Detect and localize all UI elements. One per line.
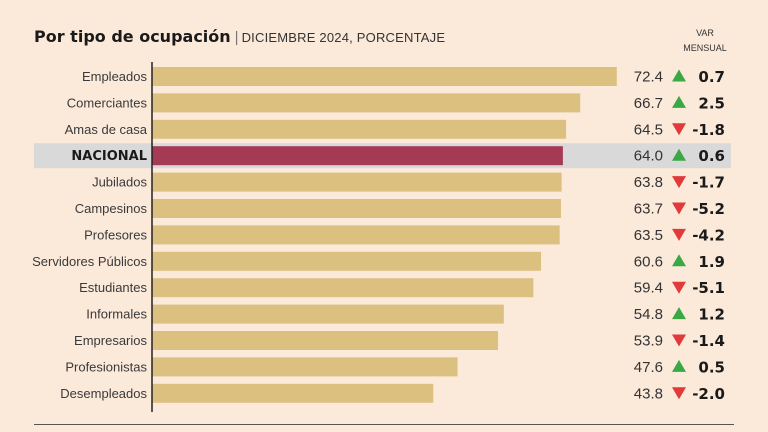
- triangle-up-icon-informales: [672, 307, 686, 320]
- category-label-estudiantes: Estudiantes: [79, 280, 147, 295]
- category-label-empleados: Empleados: [82, 69, 148, 84]
- var-header-line1: VAR: [696, 28, 714, 38]
- value-label-empresarios: 53.9: [634, 333, 663, 350]
- change-label-comerciantes: 2.5: [698, 94, 725, 112]
- change-label-estudiantes: -5.1: [692, 279, 725, 297]
- value-label-estudiantes: 59.4: [634, 280, 663, 297]
- bar-amas-de-casa: [152, 119, 567, 139]
- category-label-comerciantes: Comerciantes: [67, 95, 148, 110]
- bar-profesionistas: [152, 357, 458, 377]
- value-label-comerciantes: 66.7: [634, 95, 663, 112]
- triangle-up-icon-nacional: [672, 148, 686, 161]
- category-label-profesores: Profesores: [84, 227, 147, 242]
- change-label-empleados: 0.7: [698, 68, 725, 86]
- triangle-down-icon-profesores: [672, 228, 686, 241]
- triangle-up-icon-servidores-publicos: [672, 254, 686, 267]
- bar-profesores: [152, 225, 560, 245]
- category-label-servidores-publicos: Servidores Públicos: [32, 254, 147, 269]
- value-label-campesinos: 63.7: [634, 201, 663, 218]
- bottom-divider: [34, 424, 734, 425]
- triangle-down-icon-jubilados: [672, 176, 686, 189]
- bar-empleados: [152, 67, 617, 86]
- change-label-campesinos: -5.2: [692, 200, 725, 218]
- title-separator: |: [234, 29, 239, 46]
- category-label-profesionistas: Profesionistas: [65, 359, 147, 374]
- category-label-nacional: NACIONAL: [71, 149, 147, 164]
- var-header-line2: MENSUAL: [683, 43, 727, 53]
- var-mensual-header: VAR MENSUAL: [672, 26, 738, 56]
- bar-comerciantes: [152, 93, 581, 113]
- change-label-jubilados: -1.7: [692, 174, 725, 192]
- category-label-informales: Informales: [86, 307, 147, 322]
- value-label-nacional: 64.0: [634, 148, 663, 165]
- bar-estudiantes: [152, 278, 534, 298]
- chart-subtitle: DICIEMBRE 2024, PORCENTAJE: [241, 30, 446, 45]
- change-label-empresarios: -1.4: [692, 332, 725, 350]
- triangle-down-icon-empresarios: [672, 334, 686, 347]
- value-label-empleados: 72.4: [634, 69, 663, 86]
- bar-empresarios: [152, 331, 499, 350]
- triangle-down-icon-campesinos: [672, 202, 686, 215]
- bar-jubilados: [152, 172, 562, 192]
- change-label-profesionistas: 0.5: [698, 358, 725, 376]
- category-label-jubilados: Jubilados: [92, 175, 147, 190]
- bar-desempleados: [152, 383, 434, 403]
- triangle-up-icon-empleados: [672, 69, 686, 82]
- change-label-amas-de-casa: -1.8: [692, 121, 725, 139]
- category-label-empresarios: Empresarios: [74, 333, 147, 348]
- bar-servidores-publicos: [152, 251, 542, 271]
- change-label-nacional: 0.6: [698, 147, 725, 165]
- value-label-profesores: 63.5: [634, 227, 663, 244]
- bar-campesinos: [152, 199, 561, 218]
- value-label-servidores-publicos: 60.6: [634, 253, 663, 270]
- bar-nacional: [152, 146, 563, 166]
- bar-informales: [152, 304, 504, 324]
- value-label-desempleados: 43.8: [634, 385, 663, 402]
- change-label-desempleados: -2.0: [692, 385, 725, 403]
- value-label-amas-de-casa: 64.5: [634, 121, 663, 138]
- change-label-servidores-publicos: 1.9: [698, 253, 725, 271]
- value-label-jubilados: 63.8: [634, 174, 663, 191]
- change-label-profesores: -4.2: [692, 226, 725, 244]
- triangle-down-icon-amas-de-casa: [672, 123, 686, 136]
- category-label-desempleados: Desempleados: [60, 386, 147, 401]
- triangle-down-icon-desempleados: [672, 387, 686, 400]
- change-label-informales: 1.2: [698, 306, 725, 324]
- value-label-informales: 54.8: [634, 306, 663, 323]
- triangle-up-icon-comerciantes: [672, 95, 686, 108]
- category-label-campesinos: Campesinos: [75, 201, 148, 216]
- value-label-profesionistas: 47.6: [634, 359, 663, 376]
- triangle-down-icon-estudiantes: [672, 281, 686, 294]
- triangle-up-icon-profesionistas: [672, 359, 686, 372]
- category-label-amas-de-casa: Amas de casa: [65, 122, 148, 137]
- chart-header: Por tipo de ocupación | DICIEMBRE 2024, PO…: [34, 27, 445, 47]
- chart-title: Por tipo de ocupación: [34, 27, 231, 46]
